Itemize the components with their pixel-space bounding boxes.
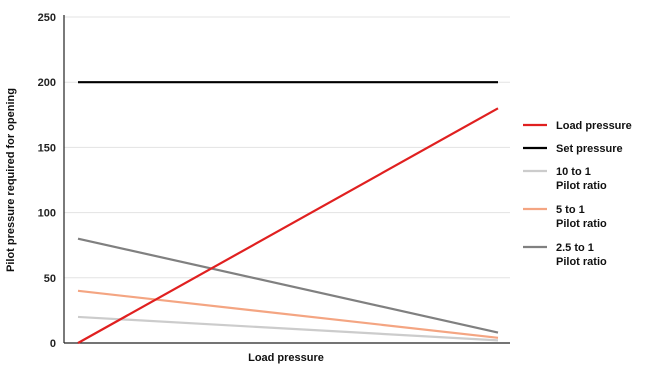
gridlines	[64, 16, 510, 279]
y-tick-labels: 0 50 100 150 200 250	[38, 12, 56, 350]
legend-label-r5-1: 5 to 1	[556, 204, 585, 216]
legend-label-r10-1: 10 to 1	[556, 166, 591, 178]
axes	[63, 15, 510, 344]
legend-label-r25-2: Pilot ratio	[556, 256, 607, 268]
y-tick-label-250: 250	[38, 12, 56, 24]
y-tick-label-0: 0	[50, 338, 56, 350]
legend-label-r25-1: 2.5 to 1	[556, 242, 594, 254]
legend-label-load: Load pressure	[556, 120, 632, 132]
y-axis-title: Pilot pressure required for opening	[5, 88, 17, 272]
x-axis-title: Load pressure	[248, 352, 324, 364]
legend: Load pressure Set pressure 10 to 1 Pilot ra…	[523, 120, 632, 268]
legend-label-set: Set pressure	[556, 143, 623, 155]
y-tick-label-50: 50	[44, 273, 56, 285]
y-tick-label-150: 150	[38, 142, 56, 154]
series-lines	[77, 81, 499, 344]
y-tick-label-200: 200	[38, 77, 56, 89]
series-line-load	[77, 107, 499, 344]
legend-label-r5-2: Pilot ratio	[556, 218, 607, 230]
legend-label-r10-2: Pilot ratio	[556, 180, 607, 192]
series-line-r25	[77, 237, 499, 334]
series-line-r5	[77, 289, 499, 339]
series-line-r10	[77, 315, 499, 342]
y-tick-label-100: 100	[38, 208, 56, 220]
